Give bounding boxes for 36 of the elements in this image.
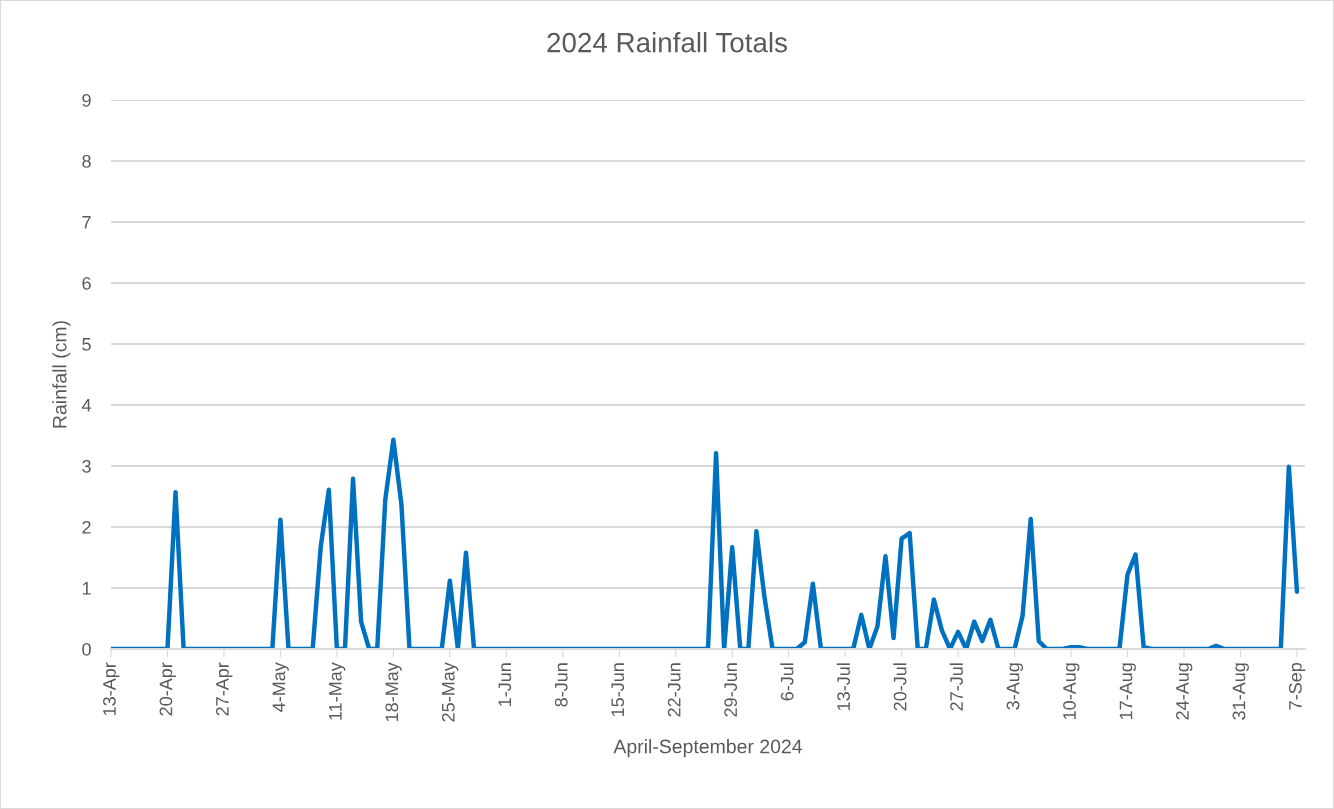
x-axis-title: April-September 2024 [613,739,803,758]
y-tick-label: 0 [82,642,91,656]
x-tick-label: 20-Jul [893,663,907,711]
x-tick-label: 10-Aug [1063,663,1080,720]
y-tick-label: 5 [82,338,91,351]
y-axis-title: Rainfall (cm) [52,321,71,428]
y-tick-label: 8 [82,154,91,168]
x-tick-label: 20-Apr [159,662,176,716]
x-tick-label: 18-May [385,662,402,722]
x-tick-label: 7-Sep [1288,662,1306,710]
y-tick-label: 7 [82,216,91,229]
chart-title: 2024 Rainfall Totals [547,32,787,53]
y-tick-label: 3 [82,459,91,473]
x-tick-label: 8-Jun [554,663,568,707]
x-tick-label: 15-Jun [611,663,625,717]
x-tick-label: 31-Aug [1232,663,1249,720]
x-tick-label: 3-Aug [1006,663,1023,710]
y-tick-label: 9 [82,93,91,107]
y-tick-label: 2 [82,520,91,534]
y-tick-label: 1 [82,582,91,595]
x-tick-label: 27-Apr [216,662,233,716]
x-tick-label: 24-Aug [1176,663,1193,720]
x-tick-label: 1-Jun [498,663,512,706]
x-tick-label: 4-May [272,662,289,712]
x-tick-label: 29-Jun [724,663,738,717]
x-tick-label: 13-Jul [836,663,850,710]
x-tick-label: 27-Jul [949,663,963,711]
x-tick-label: 17-Aug [1119,663,1136,720]
y-tick-label: 4 [81,399,92,412]
x-tick-label: 25-May [441,662,459,722]
line-series [111,437,1300,649]
y-tick-label: 6 [82,276,91,290]
x-tick-label: 6-Jul [780,663,794,701]
x-tick-label: 22-Jun [667,663,681,717]
x-tick-label: 11-May [329,662,346,720]
x-tick-label: 13-Apr [103,662,120,716]
